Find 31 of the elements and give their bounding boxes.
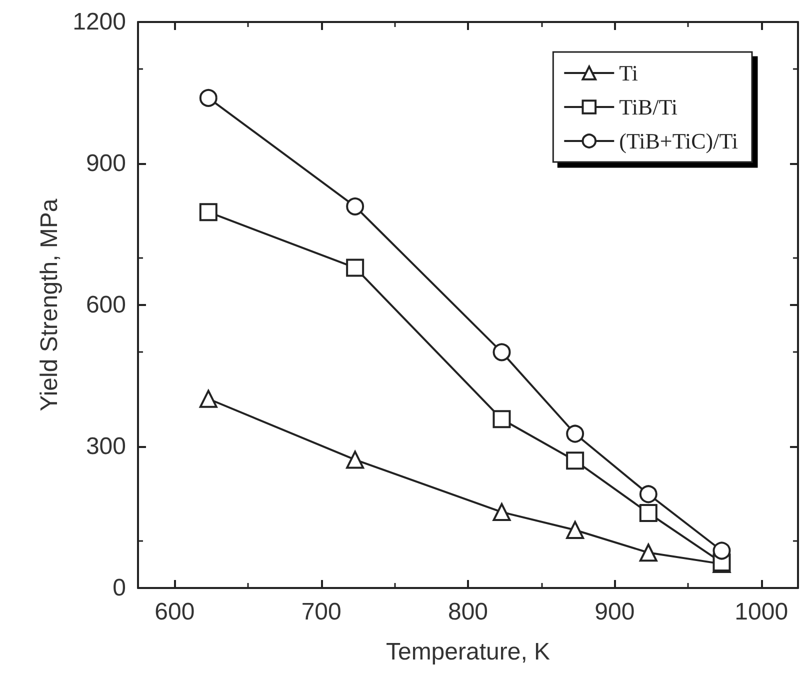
point xyxy=(492,503,511,522)
x-tick-label: 1000 xyxy=(734,598,788,626)
x-tick-label: 600 xyxy=(154,598,195,626)
point xyxy=(639,544,658,562)
point xyxy=(566,424,584,443)
y-tick-label: 0 xyxy=(112,574,126,602)
point xyxy=(639,485,658,504)
point xyxy=(199,390,218,408)
y-axis-title: Yield Strength, MPa xyxy=(36,198,64,412)
point xyxy=(199,88,218,107)
point xyxy=(346,258,364,277)
x-tick-label: 700 xyxy=(301,598,342,626)
x-tick-label: 800 xyxy=(448,598,488,626)
point xyxy=(346,450,364,469)
y-tick-label: 1200 xyxy=(72,8,126,36)
point xyxy=(346,197,364,216)
point xyxy=(639,504,658,522)
x-axis-title: Temperature, K xyxy=(386,638,550,666)
x-tick-label: 900 xyxy=(594,598,635,626)
y-tick-label: 300 xyxy=(86,433,126,460)
point xyxy=(566,452,584,470)
legend-label: Ti xyxy=(619,60,638,86)
legend-label: (TiB+TiC)/Ti xyxy=(619,128,738,154)
y-tick-label: 900 xyxy=(86,150,126,177)
point xyxy=(199,203,218,222)
point xyxy=(492,343,511,362)
legend-label: TiB/Ti xyxy=(619,94,678,120)
point xyxy=(492,410,511,428)
y-tick-label: 600 xyxy=(86,292,126,318)
point xyxy=(566,520,584,539)
point xyxy=(712,542,731,560)
